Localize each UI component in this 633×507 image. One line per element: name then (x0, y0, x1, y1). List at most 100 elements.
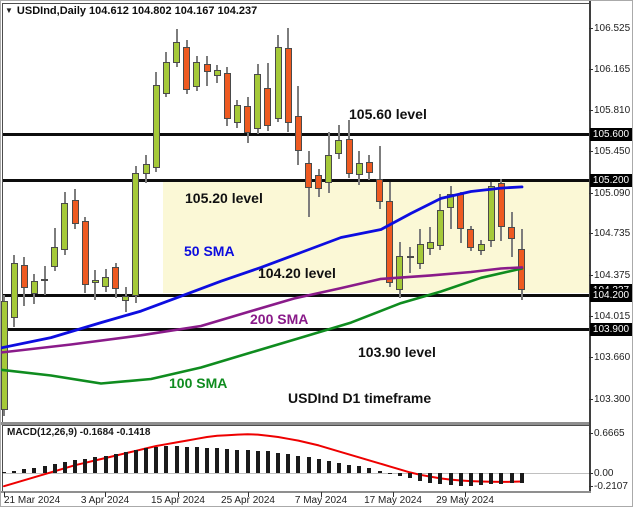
macd-tick-label: 0.6665 (594, 428, 625, 439)
price-tick-label: 105.090 (594, 187, 631, 199)
macd-histogram-bar (123, 452, 128, 473)
candle-body (426, 242, 434, 249)
macd-histogram-bar (12, 470, 17, 473)
price-tick-mark (589, 192, 593, 194)
price-tick-label: 104.735 (594, 228, 631, 240)
macd-indicator-label: MACD(12,26,9) -0.1684 -0.1418 (7, 427, 151, 438)
candle-body (20, 265, 28, 289)
candle-body (497, 183, 505, 228)
sma-50-label[interactable]: 50 SMA (184, 243, 235, 259)
date-tick-mark (105, 492, 106, 497)
candle-body (436, 209, 444, 246)
candle-body (173, 42, 181, 63)
sma-200-label[interactable]: 200 SMA (250, 311, 309, 327)
price-tick-mark (589, 27, 593, 29)
candle-body (457, 193, 465, 230)
macd-histogram-bar (326, 461, 331, 473)
macd-histogram-bar (276, 452, 281, 473)
price-tick-mark (589, 109, 593, 111)
candle-body (416, 244, 424, 264)
level-105-20-label[interactable]: 105.20 level (185, 190, 263, 206)
price-tick-mark (589, 357, 593, 359)
macd-histogram-bar (438, 473, 443, 484)
candle-body (264, 88, 272, 126)
candle-body (102, 276, 109, 287)
candle-body (335, 139, 343, 154)
macd-histogram-bar (174, 446, 179, 473)
pane-separator[interactable] (1, 422, 591, 425)
price-tick-mark (589, 69, 593, 71)
date-tick-mark (465, 492, 466, 497)
macd-histogram-bar (387, 473, 392, 474)
date-label: 29 May 2024 (436, 495, 494, 506)
candle-body (305, 162, 312, 189)
date-label: 17 May 2024 (364, 495, 422, 506)
macd-tick-mark (589, 485, 593, 487)
symbol-ohlc-readout: USDInd,Daily 104.612 104.802 104.167 104… (16, 5, 258, 17)
macd-histogram-bar (357, 466, 362, 473)
price-level-tag: 104.200 (590, 288, 632, 302)
level-line-105.2[interactable] (3, 178, 589, 182)
price-tick-mark (589, 151, 593, 153)
macd-histogram-bar (52, 464, 57, 473)
macd-histogram-bar (113, 454, 118, 473)
price-tick-label: 105.450 (594, 146, 631, 158)
macd-tick-label: 0.00 (594, 468, 614, 479)
macd-histogram-bar (225, 449, 230, 473)
price-axis-frame (589, 1, 591, 493)
chevron-down-icon[interactable]: ▼ (5, 6, 13, 15)
price-tick-label: 105.810 (594, 104, 631, 116)
date-label: 25 Apr 2024 (221, 495, 275, 506)
macd-histogram-bar (22, 469, 27, 473)
timeframe-label[interactable]: USDInd D1 timeframe (288, 390, 432, 406)
macd-histogram-bar (458, 473, 463, 486)
candle-body (406, 255, 414, 259)
sma-100-label[interactable]: 100 SMA (169, 375, 228, 391)
price-tick-mark (589, 316, 593, 318)
level-105-60-label[interactable]: 105.60 level (349, 106, 427, 122)
macd-histogram-bar (509, 473, 514, 484)
macd-histogram-bar (83, 458, 88, 473)
price-tick-label: 103.300 (594, 393, 631, 405)
candle-body (244, 106, 252, 133)
candle-body (223, 73, 231, 120)
level-103-90-label[interactable]: 103.90 level (358, 344, 436, 360)
macd-histogram-bar (215, 448, 220, 473)
candle-body (376, 178, 384, 202)
macd-histogram-bar (489, 473, 494, 485)
level-line-103.9[interactable] (3, 328, 589, 331)
candle-body (41, 278, 49, 282)
candle-body (193, 61, 201, 87)
macd-tick-mark (589, 433, 593, 434)
macd-histogram-bar (367, 468, 372, 473)
macd-histogram-bar (479, 473, 484, 485)
candle-body (315, 175, 323, 190)
macd-histogram-bar (296, 455, 301, 473)
macd-histogram-bar (32, 467, 37, 473)
price-tick-mark (589, 274, 593, 276)
candle-body (294, 115, 302, 152)
candle-body (447, 193, 455, 208)
candle-body (254, 74, 262, 130)
candle-body (355, 162, 363, 176)
candle-body (467, 229, 475, 248)
candle-body (396, 255, 404, 291)
macd-histogram-bar (468, 473, 473, 486)
level-104-20-label[interactable]: 104.20 level (258, 265, 336, 281)
candle-body (203, 63, 211, 72)
macd-histogram-bar (245, 450, 250, 473)
chart-title: ▼ USDInd,Daily 104.612 104.802 104.167 10… (5, 5, 257, 17)
price-tick-label: 106.165 (594, 64, 631, 76)
candle-body (1, 300, 8, 410)
candle-body (487, 185, 495, 241)
macd-histogram-bar (408, 473, 412, 479)
macd-histogram-bar (144, 447, 149, 473)
date-tick-mark (393, 492, 394, 497)
macd-histogram-bar (154, 446, 159, 473)
level-line-104.2[interactable] (3, 293, 589, 297)
candle-body (10, 262, 18, 318)
macd-histogram-bar (336, 462, 341, 473)
candle-body (152, 84, 160, 169)
candle-wick (429, 227, 432, 255)
